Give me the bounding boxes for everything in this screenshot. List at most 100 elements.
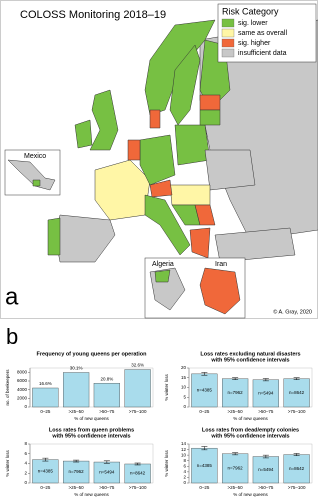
panel-label: a [5,283,19,310]
bar-annotation: n=8642 [289,390,305,395]
credit: © A. Gray, 2020 [273,308,312,315]
y-tick-label: 4000 [17,387,28,392]
y-tick-label: 10 [181,452,187,457]
y-tick-label: 2 [24,470,27,475]
y-axis-label: % winter loss [164,450,169,477]
region [169,44,201,126]
y-tick-label: 8 [183,458,186,463]
region [47,217,61,256]
chart-subtitle: with 95% confidence intervals [51,433,130,439]
y-tick-label: 15 [181,375,187,380]
x-axis-label: % of new queens [233,492,268,497]
x-axis-label: % of new queens [74,416,109,421]
chart-subtitle: with 95% confidence intervals [210,433,289,439]
bar-annotation: n=7962 [228,466,244,471]
plot-frame [188,367,313,408]
bar-annotation: n=5494 [258,467,274,472]
region [89,89,119,151]
bar-annotation: n=8642 [289,466,305,471]
y-tick-label: 6000 [17,378,28,383]
y-tick-label: 6 [24,451,27,456]
legend: sig. lower same as overall sig. higher insu… [221,18,287,58]
bar-annotation: n=4385 [38,468,54,473]
bar-annotation: n=7962 [69,469,85,474]
bar-annotation: n=4385 [197,388,213,393]
x-tick-label: >75–100 [288,409,306,414]
bar [222,453,249,484]
region [214,227,296,263]
region [199,94,221,111]
bar-annotation: n=7962 [228,390,244,395]
y-tick-label: 2000 [17,396,28,401]
bar [191,373,218,408]
chart-subtitle: with 95% confidence intervals [210,357,289,363]
inset-label: Algeria [152,261,174,268]
region [32,179,41,187]
region [149,179,173,198]
legend-swatch [221,28,235,38]
legend-frame [217,3,317,63]
x-tick-label: >75–100 [129,485,147,490]
inset-label: Iran [215,261,227,268]
region [199,267,241,315]
map-title: COLOSS Monitoring 2018–19 [20,9,166,21]
y-axis-label: % winter loss [5,450,10,477]
x-tick-label: >50–75 [99,485,115,490]
x-tick-label: >50–75 [258,485,274,490]
y-tick-label: 0 [183,404,186,409]
y-tick-label: 6 [183,463,186,468]
bar-annotation: 32.6% [131,363,144,368]
y-tick-label: 12 [181,447,187,452]
y-tick-label: 4 [24,461,27,466]
bar [32,387,59,408]
bar [252,379,279,408]
bar-annotation: n=8642 [130,471,146,476]
x-tick-label: >25–50 [228,485,244,490]
bar [283,454,310,484]
map: Mexico Algeria Iran COLOSS Monitoring 20… [0,0,318,319]
chart-title: Frequency of young queens per operation [36,351,147,357]
region [127,139,141,161]
x-tick-label: >50–75 [99,409,115,414]
region [204,149,256,191]
y-tick-label: 8 [24,441,27,446]
legend-swatch [221,18,235,28]
bar-annotation: n=5494 [258,391,274,396]
legend-title: Risk Category [222,6,279,16]
y-axis-label: no. of beekeepers [5,369,10,406]
plot-frame [29,443,154,484]
y-tick-label: 0 [24,404,27,409]
y-tick-label: 2 [183,475,186,480]
y-tick-label: 4 [183,469,186,474]
bar-annotation: 30.1% [70,366,83,371]
y-tick-label: 0 [183,480,186,485]
region [154,269,171,283]
x-axis-label: % of new queens [74,492,109,497]
legend-swatch [221,48,235,58]
region [139,134,176,186]
region [7,159,56,191]
x-tick-label: >75–100 [129,409,147,414]
bar-annotation: n=5494 [99,470,115,475]
y-tick-label: 8000 [17,370,28,375]
x-tick-label: >25–50 [69,485,85,490]
x-tick-label: 0–25 [40,485,51,490]
charts: Frequency of young queens per operation 0… [5,351,313,497]
region [194,204,216,226]
y-tick-label: 10 [181,385,187,390]
y-tick-label: 20 [181,365,187,370]
region [74,119,93,149]
x-tick-label: >50–75 [258,409,274,414]
bar-annotation: 20.8% [100,376,113,381]
x-tick-label: >25–50 [228,409,244,414]
legend-label: sig. higher [238,40,271,47]
x-tick-label: 0–25 [199,485,210,490]
chart-title: Loss rates from queen problems [49,427,134,433]
y-tick-label: 0 [24,480,27,485]
x-tick-label: 0–25 [40,409,51,414]
y-axis-label: % winter loss [164,374,169,401]
bar [93,382,120,408]
chart-title: Loss rates from dead/empty colonies [202,427,299,433]
bar [191,447,218,484]
